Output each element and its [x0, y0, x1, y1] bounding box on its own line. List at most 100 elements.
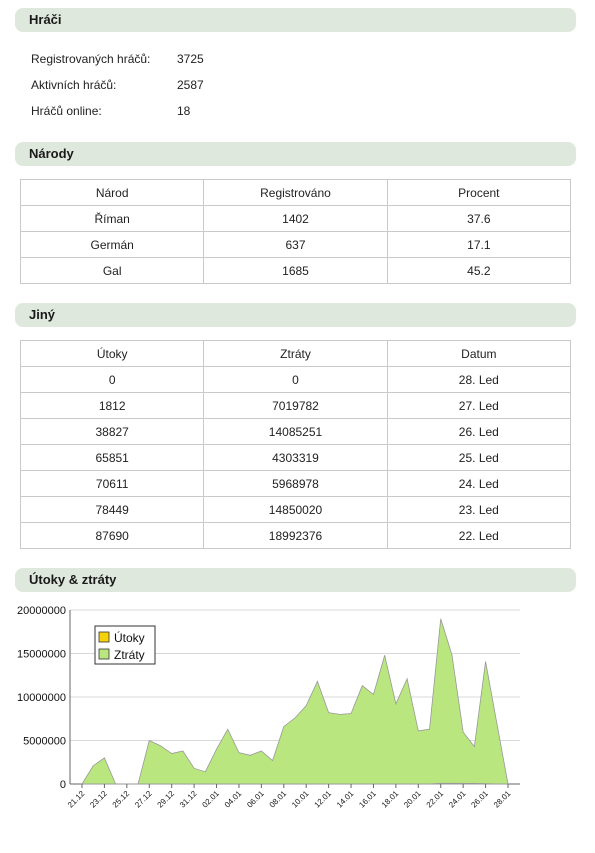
stat-label: Registrovaných hráčů: — [31, 52, 151, 66]
nations-table: Národ Registrováno Procent Říman 1402 37… — [19, 179, 572, 284]
y-tick-label: 20000000 — [17, 605, 66, 617]
players-title: Hráči — [29, 12, 62, 27]
table-cell: 70611 — [19, 470, 205, 497]
stat-value: 3725 — [177, 52, 204, 66]
section-header-other: Jiný — [15, 303, 576, 327]
table-cell: 1685 — [203, 257, 388, 284]
x-tick-label: 29.12 — [156, 789, 177, 810]
x-tick-label: 22.01 — [425, 789, 446, 810]
stat-registered: Registrovaných hráčů: 3725 — [31, 46, 204, 72]
table-row: 70611 5968978 24. Led — [19, 470, 572, 497]
table-cell: 1812 — [19, 392, 205, 419]
table-cell: 23. Led — [386, 496, 572, 523]
x-tick-label: 26.01 — [469, 789, 490, 810]
stat-label: Hráčů online: — [31, 104, 102, 118]
table-cell: 14085251 — [203, 418, 388, 445]
x-tick-label: 25.12 — [111, 789, 132, 810]
table-cell: 637 — [203, 231, 388, 258]
table-cell: 14850020 — [203, 496, 388, 523]
table-cell: 25. Led — [386, 444, 572, 471]
table-row: 1812 7019782 27. Led — [19, 392, 572, 419]
table-cell: 78449 — [19, 496, 205, 523]
x-tick-label: 27.12 — [133, 789, 154, 810]
legend-label: Ztráty — [114, 648, 145, 662]
table-cell: 37.6 — [386, 205, 572, 232]
table-cell: 45.2 — [386, 257, 572, 284]
x-tick-label: 23.12 — [88, 789, 109, 810]
x-tick-label: 16.01 — [357, 789, 378, 810]
y-tick-label: 5000000 — [23, 736, 66, 748]
x-tick-label: 20.01 — [402, 789, 423, 810]
x-tick-label: 31.12 — [178, 789, 199, 810]
table-row: 65851 4303319 25. Led — [19, 444, 572, 471]
other-title: Jiný — [29, 307, 56, 322]
x-tick-label: 21.12 — [66, 789, 87, 810]
stat-online: Hráčů online: 18 — [31, 98, 204, 124]
y-tick-label: 10000000 — [17, 692, 66, 704]
series-area-1 — [81, 618, 509, 785]
y-tick-label: 15000000 — [17, 649, 66, 661]
table-row: Germán 637 17.1 — [19, 231, 572, 258]
table-row: Říman 1402 37.6 — [19, 205, 572, 232]
table-cell: 5968978 — [203, 470, 388, 497]
x-tick-label: 04.01 — [223, 789, 244, 810]
x-tick-label: 28.01 — [492, 789, 513, 810]
table-row: 0 0 28. Led — [19, 366, 572, 393]
table-cell: 7019782 — [203, 392, 388, 419]
stat-value: 18 — [177, 104, 191, 118]
column-header: Ztráty — [203, 340, 388, 367]
y-tick-label: 0 — [60, 779, 66, 791]
section-header-chart: Útoky & ztráty — [15, 568, 576, 592]
x-tick-label: 10.01 — [290, 789, 311, 810]
other-table: Útoky Ztráty Datum 0 0 28. Led 1812 7019… — [19, 340, 572, 549]
table-cell: Říman — [19, 205, 205, 232]
stat-label: Aktivních hráčů: — [31, 78, 117, 92]
stat-value: 2587 — [177, 78, 204, 92]
legend-swatch — [98, 631, 110, 643]
table-cell: Germán — [19, 231, 205, 258]
table-cell: 28. Led — [386, 366, 572, 393]
table-cell: 38827 — [19, 418, 205, 445]
column-header: Národ — [19, 179, 205, 206]
stat-active: Aktivních hráčů: 2587 — [31, 72, 204, 98]
legend-label: Útoky — [114, 630, 145, 645]
player-stats: Registrovaných hráčů: 3725 Aktivních hrá… — [31, 46, 204, 124]
table-cell: 17.1 — [386, 231, 572, 258]
chart-title: Útoky & ztráty — [29, 572, 117, 587]
attacks-losses-chart: 0 5000000 10000000 15000000 20000000 21.12 23.… — [17, 605, 520, 810]
table-cell: 26. Led — [386, 418, 572, 445]
x-tick-label: 12.01 — [313, 789, 334, 810]
table-header-row: Národ Registrováno Procent — [19, 179, 572, 206]
x-tick-label: 24.01 — [447, 789, 468, 810]
table-cell: Gal — [19, 257, 205, 284]
table-row: 38827 14085251 26. Led — [19, 418, 572, 445]
x-tick-label: 18.01 — [380, 789, 401, 810]
table-row: 87690 18992376 22. Led — [19, 522, 572, 549]
table-row: Gal 1685 45.2 — [19, 257, 572, 284]
x-tick-label: 14.01 — [335, 789, 356, 810]
table-header-row: Útoky Ztráty Datum — [19, 340, 572, 367]
table-cell: 65851 — [19, 444, 205, 471]
table-cell: 24. Led — [386, 470, 572, 497]
column-header: Registrováno — [203, 179, 388, 206]
column-header: Útoky — [19, 340, 205, 367]
x-tick-label: 02.01 — [200, 789, 221, 810]
table-row: 78449 14850020 23. Led — [19, 496, 572, 523]
table-cell: 1402 — [203, 205, 388, 232]
x-tick-label: 06.01 — [245, 789, 266, 810]
table-cell: 4303319 — [203, 444, 388, 471]
table-cell: 87690 — [19, 522, 205, 549]
series-area-0 — [82, 782, 509, 785]
table-cell: 0 — [203, 366, 388, 393]
column-header: Procent — [386, 179, 572, 206]
section-header-players: Hráči — [15, 8, 576, 32]
x-tick-label: 08.01 — [268, 789, 289, 810]
legend-swatch — [98, 648, 110, 660]
column-header: Datum — [386, 340, 572, 367]
table-cell: 27. Led — [386, 392, 572, 419]
nations-title: Národy — [29, 146, 74, 161]
table-cell: 18992376 — [203, 522, 388, 549]
section-header-nations: Národy — [15, 142, 576, 166]
table-cell: 0 — [19, 366, 205, 393]
table-cell: 22. Led — [386, 522, 572, 549]
